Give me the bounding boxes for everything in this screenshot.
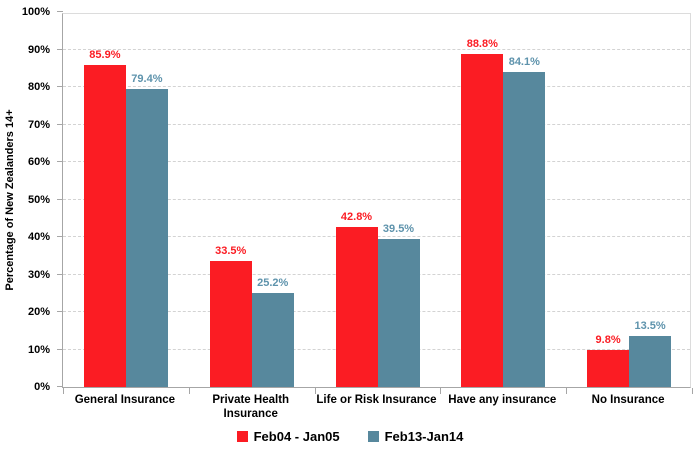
x-axis-category-labels: General Insurance Private Health Insuranc… bbox=[62, 393, 691, 422]
y-tick-label: 20% bbox=[27, 306, 50, 318]
legend-swatch-icon bbox=[236, 431, 248, 442]
y-tick-label: 30% bbox=[27, 268, 50, 281]
y-tick-label: 0% bbox=[34, 381, 50, 393]
gridline bbox=[63, 161, 690, 162]
bar-value-label: 9.8% bbox=[595, 334, 621, 347]
bar-value-label: 39.5% bbox=[382, 222, 415, 235]
legend-label: Feb04 - Jan05 bbox=[253, 429, 340, 444]
bar-Feb13-Jan14-no-insurance bbox=[629, 336, 672, 387]
y-tick-label: 100% bbox=[21, 6, 50, 18]
y-tick-label: 50% bbox=[27, 193, 50, 206]
y-tick-mark bbox=[57, 11, 63, 12]
y-tick-label: 90% bbox=[27, 43, 50, 56]
y-tick-mark bbox=[57, 348, 63, 350]
legend-label: Feb13-Jan14 bbox=[384, 429, 464, 444]
x-tick-mark bbox=[440, 388, 442, 394]
y-tick-label: 40% bbox=[27, 231, 50, 243]
legend-item: Feb04 - Jan05 bbox=[236, 429, 340, 444]
x-tick-mark bbox=[314, 388, 316, 394]
bar-Feb04-Jan05-have-any-insurance bbox=[461, 54, 504, 387]
y-tick-mark bbox=[57, 48, 63, 50]
gridline bbox=[63, 123, 690, 125]
bar-value-label: 79.4% bbox=[131, 73, 163, 86]
y-tick-mark bbox=[57, 198, 63, 200]
bar-value-label: 25.2% bbox=[257, 276, 289, 289]
bar-Feb13-Jan14-private-health-insurance bbox=[251, 292, 294, 387]
bar-value-label: 88.8% bbox=[466, 38, 498, 50]
bar-Feb13-Jan14-life-or-risk-insurance bbox=[377, 238, 420, 387]
category-label: No Insurance bbox=[591, 394, 665, 406]
x-tick-mark bbox=[566, 388, 568, 394]
category-label: Private Health Insurance bbox=[212, 394, 290, 421]
legend: Feb04 - Jan05 Feb13-Jan14 bbox=[0, 429, 700, 444]
y-tick-label: 60% bbox=[27, 156, 50, 168]
legend-swatch-icon bbox=[367, 431, 379, 442]
legend-item: Feb13-Jan14 bbox=[367, 429, 464, 444]
y-tick-label: 10% bbox=[27, 343, 50, 356]
y-tick-mark bbox=[57, 311, 63, 312]
bar-value-label: 42.8% bbox=[340, 210, 373, 223]
bar-Feb04-Jan05-private-health-insurance bbox=[209, 261, 252, 387]
bar-value-label: 85.9% bbox=[89, 48, 121, 61]
y-tick-mark bbox=[57, 236, 63, 237]
y-tick-mark bbox=[57, 386, 63, 387]
bar-value-label: 13.5% bbox=[634, 320, 666, 333]
gridline bbox=[63, 86, 690, 87]
bar-value-label: 33.5% bbox=[215, 245, 247, 258]
y-tick-label: 80% bbox=[27, 81, 50, 93]
bar-Feb04-Jan05-life-or-risk-insurance bbox=[335, 226, 378, 387]
category-label: Life or Risk Insurance bbox=[316, 394, 437, 406]
category-label: Have any insurance bbox=[448, 394, 557, 406]
plot-area: 85.9% 79.4% 33.5% 25.2% 42.8% 39.5% 88.8% 84.1%… bbox=[57, 11, 693, 394]
bar-Feb13-Jan14-general-insurance bbox=[125, 89, 168, 387]
y-tick-mark bbox=[57, 161, 63, 162]
bar-Feb13-Jan14-have-any-insurance bbox=[503, 71, 546, 387]
bar-Feb04-Jan05-general-insurance bbox=[83, 64, 126, 387]
gridline bbox=[63, 48, 690, 50]
y-tick-mark bbox=[57, 123, 63, 125]
x-tick-mark bbox=[188, 388, 190, 394]
gridline bbox=[63, 198, 690, 200]
y-tick-mark bbox=[57, 273, 63, 275]
category-label: General Insurance bbox=[74, 394, 176, 406]
y-tick-label: 70% bbox=[27, 118, 50, 131]
bar-Feb04-Jan05-no-insurance bbox=[587, 350, 630, 387]
y-tick-mark bbox=[57, 86, 63, 87]
bar-value-label: 84.1% bbox=[508, 55, 540, 68]
y-axis: 0% 10% 20% 30% 40% 50% 60% 70% 80% 90% 100% bbox=[0, 6, 56, 393]
x-tick-mark bbox=[63, 388, 64, 394]
x-tick-mark bbox=[692, 388, 693, 394]
